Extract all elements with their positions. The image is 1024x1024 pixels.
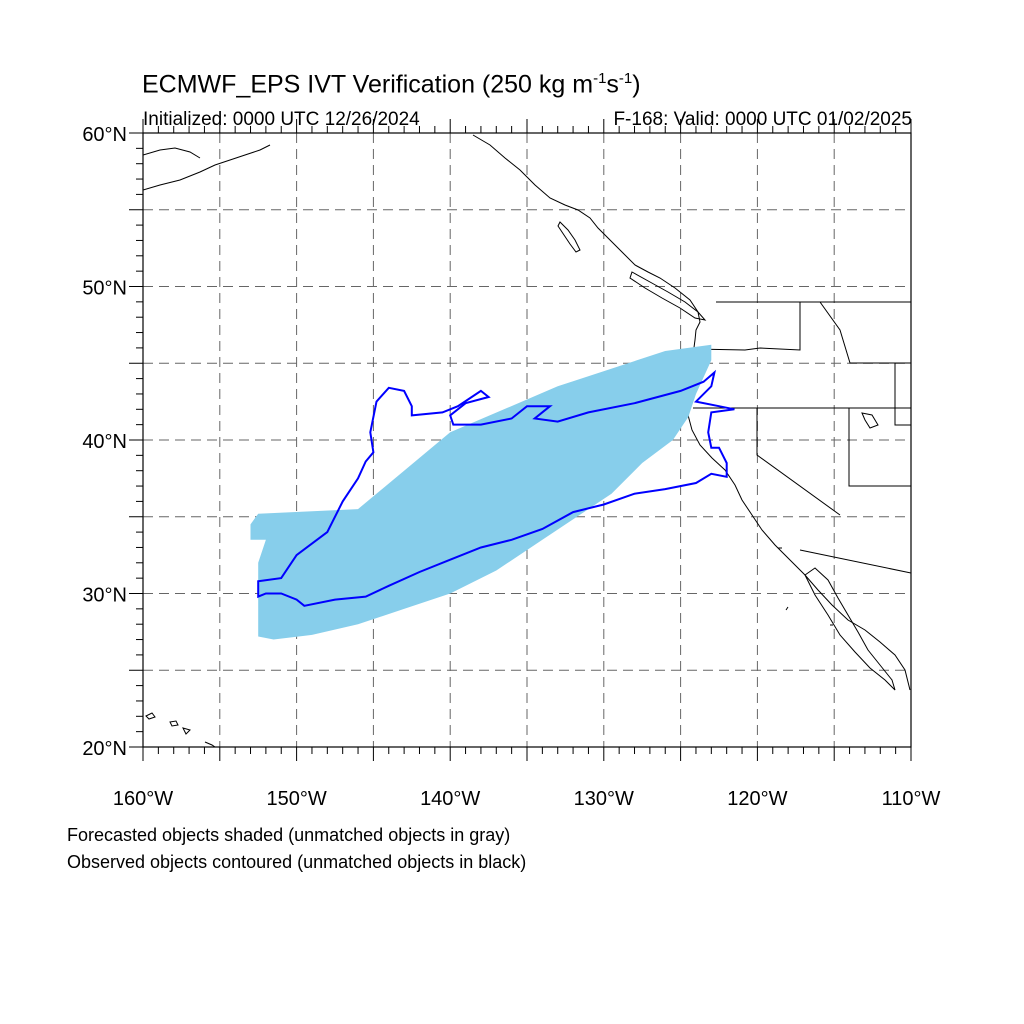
coastline-alaska	[143, 144, 271, 191]
axis-labels: 160°W 150°W 140°W 130°W 120°W 110°W 60°N 50°N 40…	[82, 124, 940, 810]
forecast-objects	[250, 344, 712, 640]
axis-ticks	[129, 119, 912, 761]
lon-tick-label: 110°W	[882, 788, 941, 810]
lake-tahoe-area	[861, 412, 879, 429]
lat-tick-label: 50°N	[82, 278, 127, 300]
lon-tick-label: 120°W	[727, 788, 787, 810]
title-main: ECMWF_EPS IVT Verification (250 kg m	[142, 70, 594, 99]
lon-tick-label: 160°W	[113, 788, 173, 810]
footnote-forecast: Forecasted objects shaded (unmatched obj…	[67, 825, 511, 845]
lat-tick-label: 20°N	[82, 738, 127, 760]
footnote-observed: Observed objects contoured (unmatched ob…	[67, 852, 527, 872]
forecast-object	[250, 344, 712, 640]
coastline-vancouver-island	[629, 271, 707, 321]
lon-tick-label: 150°W	[266, 788, 326, 810]
observed-objects	[257, 369, 735, 607]
initialized-time: Initialized: 0000 UTC 12/26/2024	[143, 109, 420, 130]
lon-tick-label: 130°W	[574, 788, 634, 810]
title-exponent-2: -1	[618, 70, 633, 87]
graticule	[143, 133, 911, 747]
valid-time: F-168: Valid: 0000 UTC 01/02/2025	[613, 109, 912, 130]
lat-tick-label: 40°N	[82, 431, 127, 453]
lat-tick-label: 60°N	[82, 124, 127, 146]
lon-tick-label: 140°W	[420, 788, 480, 810]
coastline-baja	[804, 567, 896, 691]
observed-object-contour	[257, 369, 735, 607]
coastline-channel-islands	[778, 547, 833, 626]
title-end: )	[632, 70, 641, 99]
border-states	[693, 301, 911, 574]
title-mid: s	[606, 70, 619, 99]
chart-title: ECMWF_EPS IVT Verification (250 kg m-1s-…	[142, 70, 641, 99]
lat-tick-label: 30°N	[82, 585, 127, 607]
title-exponent-1: -1	[593, 70, 607, 87]
coastline-haida-gwaii	[557, 221, 581, 253]
coastline-hawaii	[145, 712, 216, 747]
